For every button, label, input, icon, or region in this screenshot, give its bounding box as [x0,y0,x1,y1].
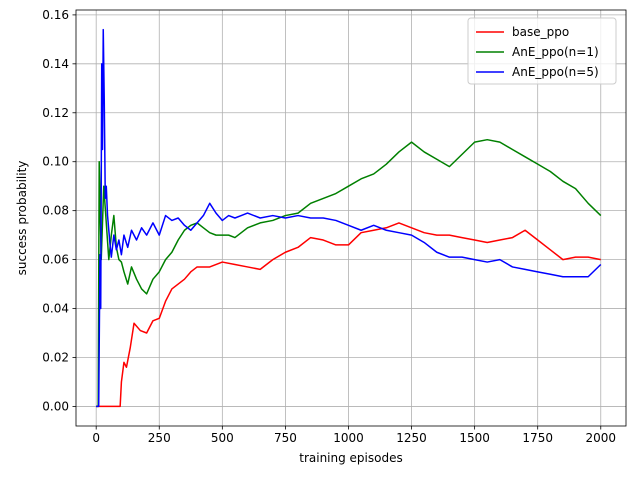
legend-label-1: AnE_ppo(n=1) [512,45,599,59]
x-tick-label: 0 [92,431,100,445]
x-tick-label: 1750 [522,431,553,445]
x-tick-label: 1500 [459,431,490,445]
y-tick-label: 0.00 [42,399,69,413]
x-tick-label: 750 [274,431,297,445]
legend-label-0: base_ppo [512,25,569,39]
series-line-1 [96,138,602,408]
x-tick-label: 1000 [333,431,364,445]
y-tick-label: 0.06 [42,253,69,267]
legend: base_ppo AnE_ppo(n=1) AnE_ppo(n=5) [467,17,617,85]
y-tick-label: 0.14 [42,57,69,71]
y-tick-label: 0.12 [42,106,69,120]
x-tick-label: 2000 [585,431,616,445]
plot-frame [75,9,627,427]
series-layer [96,28,602,408]
y-tick-label: 0.02 [42,350,69,364]
series-line-2 [96,28,602,408]
x-axis-label: training episodes [299,451,402,465]
legend-label-2: AnE_ppo(n=5) [512,65,599,79]
y-tick-label: 0.10 [42,155,69,169]
y-tick-label: 0.16 [42,8,69,22]
y-axis-label: success probability [15,161,29,276]
x-tick-label: 500 [211,431,234,445]
x-tick-label: 1250 [396,431,427,445]
x-tick-label: 250 [148,431,171,445]
legend-box [467,17,617,85]
y-tick-label: 0.04 [42,302,69,316]
series-line-0 [96,222,601,408]
y-tick-label: 0.08 [42,204,69,218]
ticks: 0 250 500 750 1000 1250 1500 1750 2000 0.00 0.02 0.… [42,8,616,445]
